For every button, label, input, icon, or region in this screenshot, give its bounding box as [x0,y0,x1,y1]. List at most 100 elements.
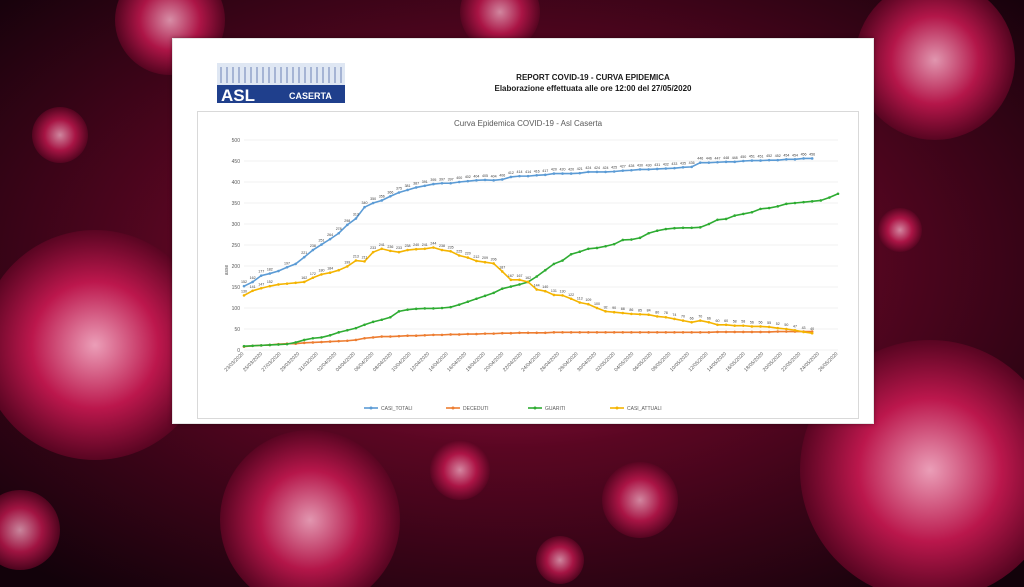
data-point-casi_totali [526,174,530,178]
data-point-casi_attuali [346,265,349,268]
data-point-deceduti [681,331,685,334]
data-point-casi_attuali [268,284,272,288]
chart-title: Curva Epidemica COVID-19 - Asl Caserta [454,119,603,128]
data-point-casi_totali [544,173,547,177]
data-label-casi_attuali: 172 [310,272,316,276]
data-point-deceduti [354,338,358,342]
data-label-casi_totali: 414 [516,170,522,174]
data-point-casi_totali [673,166,676,170]
data-label-casi_totali: 221 [301,251,307,255]
data-point-deceduti [785,330,788,333]
data-point-deceduti [561,331,564,334]
data-point-guariti [380,318,384,322]
data-point-casi_totali [561,172,564,175]
data-point-deceduti [432,333,435,337]
data-label-casi_attuali: 213 [353,255,359,259]
legend-label: DECEDUTI [463,406,489,412]
data-point-casi_attuali [251,289,254,293]
data-point-guariti [509,285,513,288]
data-label-casi_attuali: 225 [456,250,462,254]
data-point-guariti [561,259,564,262]
data-point-deceduti [655,331,659,334]
data-label-casi_attuali: 212 [473,255,479,259]
data-point-casi_totali [483,178,487,182]
data-point-guariti [414,307,418,311]
data-point-guariti [716,218,719,222]
data-label-casi_attuali: 56 [750,320,754,324]
data-point-deceduti [449,333,452,336]
data-label-casi_attuali: 66 [690,316,694,320]
data-point-deceduti [578,331,582,334]
data-point-guariti [630,238,633,241]
data-label-casi_attuali: 109 [585,298,591,302]
data-point-deceduti [457,333,461,336]
report-panel: ASL CASERTA REPORT COVID-19 - CURVA EPID… [172,38,874,424]
data-point-guariti [578,250,582,254]
data-label-casi_attuali: 92 [604,305,608,309]
data-point-guariti [449,305,452,309]
data-label-casi_attuali: 70 [681,315,685,319]
data-point-deceduti [707,331,711,334]
data-point-casi_attuali [767,325,771,329]
data-point-casi_attuali [810,331,814,335]
data-point-guariti [500,287,504,290]
y-tick-label: 250 [232,243,241,249]
data-point-casi_totali [414,186,418,189]
data-point-casi_totali [371,201,375,205]
data-label-casi_attuali: 52 [776,322,780,326]
data-point-casi_totali [569,172,573,175]
data-point-casi_attuali [423,247,427,251]
data-label-casi_totali: 391 [422,180,428,184]
data-point-guariti [440,306,444,310]
data-point-guariti [836,192,840,196]
data-point-casi_attuali [612,310,616,314]
data-label-casi_totali: 450 [740,155,746,159]
data-label-casi_totali: 404 [491,174,497,178]
data-label-casi_attuali: 184 [327,267,333,271]
data-point-guariti [285,342,289,346]
data-point-casi_attuali [655,315,659,318]
data-point-guariti [621,238,625,242]
data-point-casi_totali [595,170,599,174]
data-label-casi_totali: 435 [680,161,686,165]
data-point-casi_attuali [432,246,435,249]
data-label-casi_totali: 451 [758,155,764,159]
data-point-casi_totali [320,243,323,246]
data-point-casi_attuali [544,289,547,293]
data-point-casi_attuali [673,317,676,321]
data-label-casi_attuali: 167 [508,274,514,278]
data-label-casi_totali: 452 [766,154,772,158]
data-point-deceduti [733,330,736,334]
data-label-casi_totali: 446 [697,157,703,161]
data-point-casi_attuali [785,327,788,331]
data-point-guariti [457,303,461,306]
data-point-casi_attuali [449,250,452,253]
data-point-casi_attuali [320,273,323,276]
y-tick-label: 100 [232,306,241,312]
data-point-deceduti [759,330,762,334]
data-point-casi_totali [587,170,590,174]
data-label-casi_totali: 264 [327,233,333,237]
data-point-deceduti [380,335,384,338]
y-tick-label: 500 [232,138,241,144]
legend-marker [533,406,537,410]
data-point-casi_totali [423,184,427,188]
data-label-casi_attuali: 70 [698,315,702,319]
data-label-casi_attuali: 244 [430,242,436,246]
data-point-guariti [302,338,306,342]
data-point-guariti [242,344,246,348]
data-label-casi_totali: 197 [284,261,290,265]
data-label-casi_attuali: 199 [344,260,350,264]
data-point-casi_attuali [638,313,642,316]
data-point-casi_totali [785,158,788,161]
data-point-casi_attuali [569,297,573,301]
data-label-casi_attuali: 122 [568,293,574,297]
data-point-guariti [604,244,607,248]
data-point-casi_attuali [698,319,702,322]
y-axis-label: asse [224,265,230,276]
data-point-deceduti [630,331,633,334]
data-point-guariti [311,336,315,340]
data-label-casi_attuali: 66 [707,316,711,320]
data-point-casi_totali [681,166,685,169]
data-point-casi_totali [630,168,633,172]
